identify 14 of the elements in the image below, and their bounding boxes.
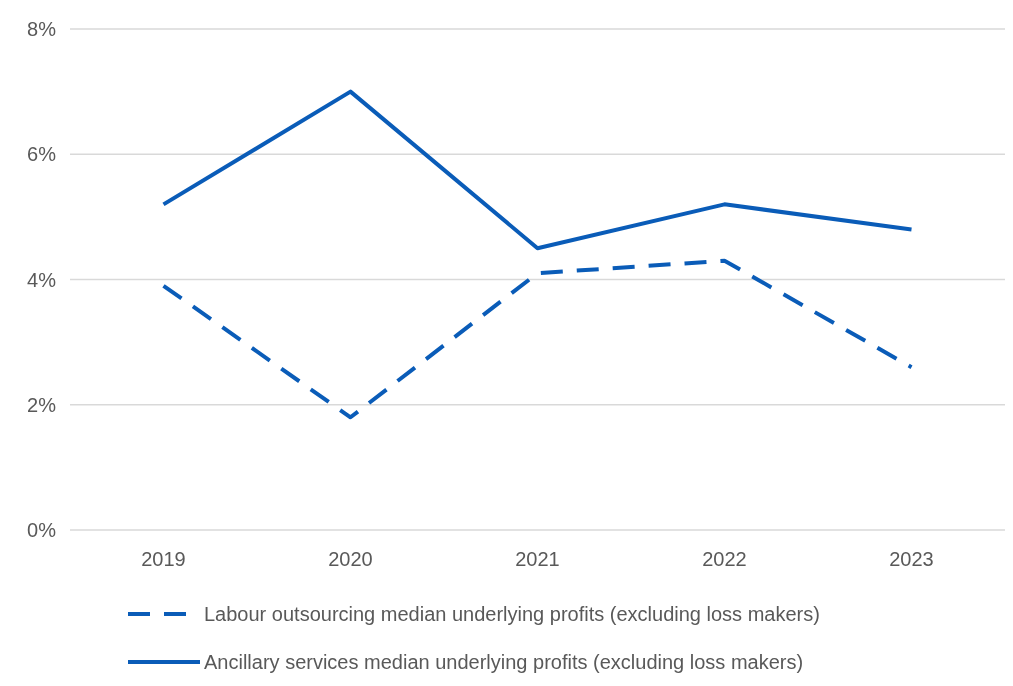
legend-label: Labour outsourcing median underlying profits (excluding loss makers)	[204, 603, 820, 625]
legend-label: Ancillary services median underlying profits (excluding loss makers)	[204, 651, 804, 673]
y-tick-label: 2%	[27, 393, 57, 416]
y-tick-label: 0%	[27, 519, 57, 541]
x-tick-label: 2023	[889, 548, 934, 570]
line-series	[161, 89, 914, 251]
y-tick-label: 6%	[27, 143, 57, 166]
y-tick-label: 4%	[27, 268, 57, 291]
y-tick-label: 8%	[27, 18, 57, 40]
x-tick-label: 2019	[141, 548, 186, 570]
x-tick-label: 2020	[328, 548, 373, 570]
line-series	[161, 258, 914, 420]
x-tick-label: 2021	[515, 548, 560, 570]
x-tick-label: 2022	[702, 548, 747, 570]
